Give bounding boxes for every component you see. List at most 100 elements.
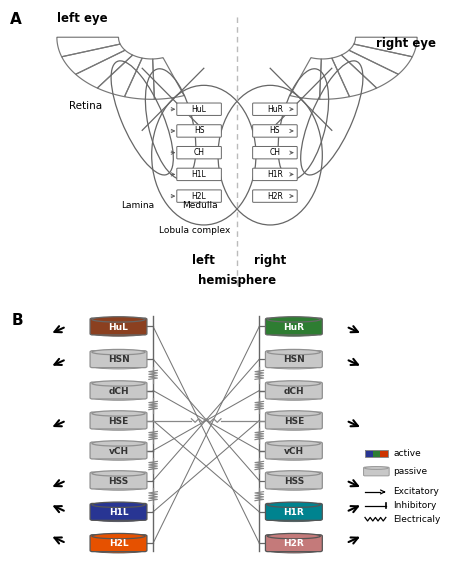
- FancyBboxPatch shape: [90, 351, 147, 368]
- Ellipse shape: [92, 380, 145, 386]
- Text: Retina: Retina: [69, 100, 102, 111]
- FancyBboxPatch shape: [177, 125, 221, 137]
- Ellipse shape: [92, 548, 145, 553]
- Text: A: A: [9, 12, 21, 27]
- Ellipse shape: [92, 471, 145, 476]
- FancyBboxPatch shape: [90, 503, 147, 520]
- Ellipse shape: [365, 466, 388, 469]
- Ellipse shape: [267, 411, 320, 416]
- Text: H2R: H2R: [283, 539, 304, 549]
- Text: H2L: H2L: [109, 539, 128, 549]
- Ellipse shape: [92, 364, 145, 369]
- Text: HSE: HSE: [284, 417, 304, 426]
- Ellipse shape: [267, 317, 320, 322]
- FancyBboxPatch shape: [265, 472, 322, 489]
- Text: HSS: HSS: [284, 477, 304, 485]
- FancyBboxPatch shape: [90, 412, 147, 429]
- Bar: [365, 450, 373, 457]
- Text: HSN: HSN: [108, 356, 129, 364]
- Ellipse shape: [92, 425, 145, 430]
- Text: active: active: [393, 450, 421, 458]
- FancyBboxPatch shape: [90, 535, 147, 552]
- FancyBboxPatch shape: [90, 382, 147, 399]
- Bar: [380, 450, 388, 457]
- Text: left: left: [192, 254, 215, 267]
- Ellipse shape: [267, 380, 320, 386]
- Text: HSS: HSS: [109, 477, 128, 485]
- Text: Medulla: Medulla: [182, 201, 218, 210]
- Ellipse shape: [267, 455, 320, 461]
- FancyBboxPatch shape: [177, 147, 221, 159]
- Text: hemisphere: hemisphere: [198, 274, 276, 287]
- Bar: [373, 450, 380, 457]
- Text: H1R: H1R: [283, 508, 304, 517]
- FancyBboxPatch shape: [253, 147, 297, 159]
- Ellipse shape: [92, 349, 145, 355]
- Text: B: B: [12, 313, 24, 328]
- Text: Electricaly: Electricaly: [393, 514, 441, 524]
- Ellipse shape: [267, 441, 320, 446]
- Ellipse shape: [92, 534, 145, 539]
- Text: H1R: H1R: [267, 170, 283, 179]
- Text: passive: passive: [393, 467, 428, 476]
- Text: HuR: HuR: [267, 105, 283, 114]
- Ellipse shape: [267, 534, 320, 539]
- Ellipse shape: [267, 502, 320, 508]
- FancyBboxPatch shape: [90, 442, 147, 459]
- Ellipse shape: [92, 502, 145, 508]
- Text: HS: HS: [194, 126, 204, 136]
- FancyBboxPatch shape: [253, 125, 297, 137]
- Ellipse shape: [92, 441, 145, 446]
- Ellipse shape: [92, 485, 145, 490]
- Bar: [365, 450, 388, 457]
- Ellipse shape: [92, 455, 145, 461]
- Ellipse shape: [92, 395, 145, 400]
- Text: Lamina: Lamina: [121, 201, 154, 210]
- Text: HuL: HuL: [109, 322, 128, 332]
- Text: Inhibitory: Inhibitory: [393, 501, 437, 510]
- Ellipse shape: [267, 349, 320, 355]
- FancyBboxPatch shape: [265, 382, 322, 399]
- Text: H1L: H1L: [109, 508, 128, 517]
- FancyBboxPatch shape: [265, 351, 322, 368]
- Ellipse shape: [267, 331, 320, 336]
- Ellipse shape: [267, 516, 320, 521]
- FancyBboxPatch shape: [265, 412, 322, 429]
- Ellipse shape: [267, 364, 320, 369]
- Ellipse shape: [92, 411, 145, 416]
- FancyBboxPatch shape: [90, 318, 147, 335]
- FancyBboxPatch shape: [177, 168, 221, 180]
- Text: HuL: HuL: [191, 105, 207, 114]
- Ellipse shape: [92, 317, 145, 322]
- FancyBboxPatch shape: [253, 103, 297, 115]
- Text: vCH: vCH: [284, 447, 304, 456]
- FancyBboxPatch shape: [253, 190, 297, 202]
- Ellipse shape: [267, 395, 320, 400]
- FancyBboxPatch shape: [90, 472, 147, 489]
- Text: dCH: dCH: [108, 387, 129, 396]
- Text: HS: HS: [270, 126, 280, 136]
- FancyBboxPatch shape: [265, 442, 322, 459]
- FancyBboxPatch shape: [177, 190, 221, 202]
- Text: H2R: H2R: [267, 191, 283, 201]
- Text: vCH: vCH: [109, 447, 128, 456]
- Text: right: right: [254, 254, 286, 267]
- Text: H2L: H2L: [191, 191, 207, 201]
- Ellipse shape: [267, 471, 320, 476]
- FancyBboxPatch shape: [364, 467, 389, 476]
- FancyBboxPatch shape: [253, 168, 297, 180]
- Text: HuR: HuR: [283, 322, 304, 332]
- Text: H1L: H1L: [191, 170, 207, 179]
- Text: right eye: right eye: [376, 37, 436, 49]
- Text: Lobula complex: Lobula complex: [159, 226, 230, 235]
- FancyBboxPatch shape: [265, 503, 322, 520]
- Ellipse shape: [267, 425, 320, 430]
- Text: HSE: HSE: [109, 417, 128, 426]
- FancyBboxPatch shape: [177, 103, 221, 115]
- Text: left eye: left eye: [57, 12, 108, 25]
- Text: Excitatory: Excitatory: [393, 487, 439, 496]
- Ellipse shape: [267, 485, 320, 490]
- FancyBboxPatch shape: [265, 535, 322, 552]
- Ellipse shape: [92, 331, 145, 336]
- FancyBboxPatch shape: [265, 318, 322, 335]
